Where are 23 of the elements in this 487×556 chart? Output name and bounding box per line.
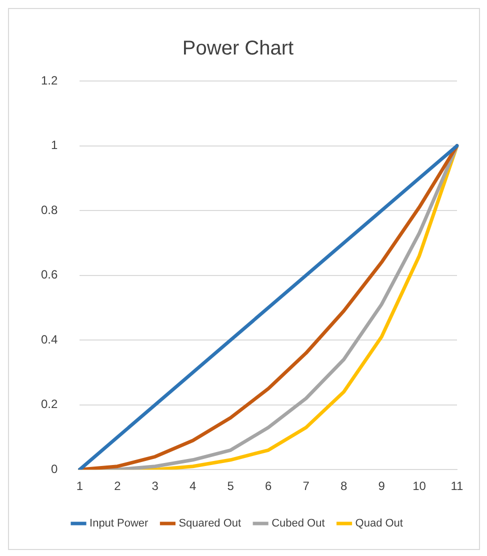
y-tick-label: 0.6: [40, 268, 58, 282]
x-tick-label: 1: [76, 479, 84, 494]
legend-label: Cubed Out: [272, 518, 325, 530]
y-tick-label: 1.2: [40, 73, 58, 88]
y-tick-label: 0.4: [40, 332, 58, 346]
x-tick-label: 8: [340, 479, 348, 494]
chart-title: Power Chart: [182, 38, 294, 60]
x-tick-label: 3: [152, 479, 159, 494]
x-tick-label: 5: [227, 479, 234, 494]
x-tick-label: 11: [450, 479, 464, 494]
y-tick-label: 0: [50, 462, 58, 476]
x-tick-label: 2: [114, 479, 122, 494]
y-tick-label: 0.8: [40, 202, 58, 217]
legend-label: Quad Out: [355, 518, 403, 530]
y-tick-label: 0.2: [40, 397, 58, 412]
x-tick-label: 6: [264, 479, 272, 494]
y-tick-label: 1: [50, 138, 58, 152]
x-tick-label: 10: [412, 479, 426, 494]
x-tick-label: 9: [378, 479, 386, 494]
x-tick-label: 4: [190, 479, 197, 494]
legend-label: Input Power: [90, 518, 149, 530]
x-tick-label: 7: [302, 479, 310, 494]
legend-label: Squared Out: [178, 518, 242, 530]
